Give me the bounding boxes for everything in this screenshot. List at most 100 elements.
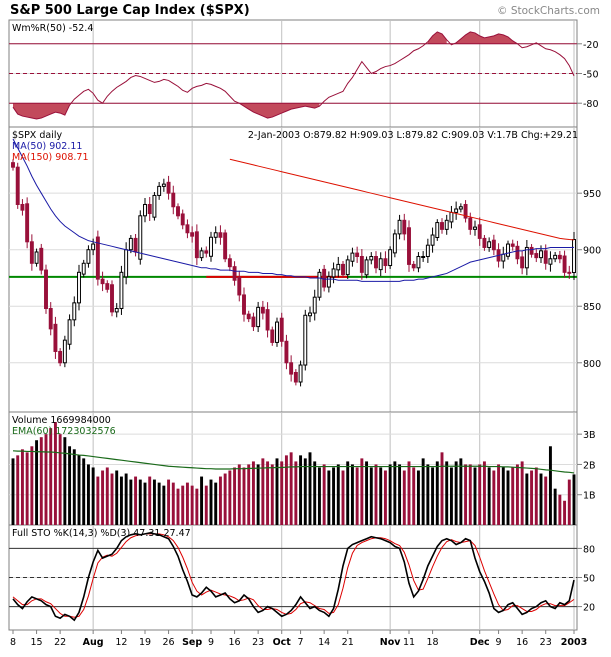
candle (524, 246, 529, 269)
volume-bar (223, 473, 227, 525)
volume-bar (525, 473, 529, 525)
candle (218, 232, 223, 238)
volume-bar (421, 458, 425, 525)
candle (100, 278, 105, 285)
willr-label: Wm%R(50) -52.4 (12, 23, 93, 34)
volume-ema-legend: EMA(60) 1723032576 (12, 426, 116, 437)
willr-tick-label: -80 (583, 99, 599, 110)
candle (326, 276, 331, 288)
candle (227, 258, 232, 268)
volume-bar (266, 461, 270, 525)
volume-bar (143, 482, 147, 525)
volume-bar (393, 461, 397, 525)
volume-bar (534, 467, 538, 525)
volume-bar (388, 464, 392, 525)
candle (86, 249, 91, 264)
candle (128, 237, 133, 251)
candle (204, 250, 209, 254)
volume-bar (511, 467, 515, 525)
volume-bar (82, 458, 86, 525)
volume-bar (506, 470, 510, 525)
candle (374, 255, 378, 269)
candle (473, 226, 477, 230)
volume-bar (218, 476, 222, 525)
candle (383, 258, 388, 267)
volume-bar (299, 455, 303, 525)
volume-bar (115, 470, 119, 525)
volume-bar (445, 461, 449, 525)
volume-bar (501, 467, 505, 525)
volume-bar (11, 458, 15, 525)
candle (246, 313, 251, 320)
volume-bar (558, 494, 562, 525)
candle (378, 258, 383, 271)
sto-series: Full STO %K(14,3) %D(3) 47.31 27.47 (9, 528, 577, 622)
volume-bar (190, 485, 194, 525)
volume-bar (58, 434, 62, 525)
volume-bar (544, 476, 548, 525)
candle (359, 255, 364, 273)
candle (213, 232, 218, 238)
x-tick-label: 18 (427, 637, 439, 648)
candle (454, 208, 459, 213)
candle (510, 243, 515, 247)
volume-bar (407, 461, 411, 525)
volume-bar (63, 437, 67, 525)
volume-bar (72, 449, 76, 525)
candle (95, 236, 100, 280)
volume-bar (369, 467, 373, 525)
volume-bar (77, 455, 81, 525)
volume-bar (129, 479, 133, 525)
sto-tick-label: 20 (583, 603, 595, 614)
candle (515, 245, 520, 260)
volume-bar (152, 479, 156, 525)
volume-bar (365, 461, 369, 525)
candle (298, 364, 303, 383)
volume-bar (341, 470, 345, 525)
sto-tick-label: 50 (583, 574, 595, 585)
x-tick-label: 22 (54, 637, 66, 648)
volume-bar (181, 485, 185, 525)
candle (331, 268, 336, 278)
candle (91, 243, 96, 251)
candle (152, 194, 157, 218)
candle (209, 236, 213, 257)
volume-bar (487, 467, 491, 525)
x-tick-label: Sep (182, 637, 202, 648)
candle (29, 241, 34, 264)
x-tick-label: Dec (470, 637, 490, 648)
volume-bar (214, 482, 218, 525)
candle (232, 266, 237, 281)
candle (449, 211, 454, 223)
volume-bar (572, 474, 576, 525)
candle (11, 162, 15, 168)
volume-bar (478, 464, 482, 525)
candle (185, 224, 190, 234)
candle (364, 259, 369, 276)
candle (308, 312, 312, 317)
candle (312, 296, 317, 314)
candle (25, 203, 30, 243)
x-tick-label: 7 (298, 637, 304, 648)
volume-bar (303, 458, 307, 525)
volume-bar (402, 470, 406, 525)
candle (468, 217, 473, 230)
volume-bar (416, 470, 420, 525)
price-tick-label: 950 (583, 189, 601, 200)
candle (567, 271, 572, 274)
volume-bar (275, 458, 279, 525)
ma150-legend: MA(150) 908.71 (12, 152, 89, 163)
volume-bar (270, 464, 274, 525)
x-tick-label: 12 (115, 637, 127, 648)
x-tick-label: Oct (273, 637, 292, 648)
candle (458, 206, 463, 210)
x-tick-label: 2003 (561, 637, 587, 648)
volume-bar (383, 470, 387, 525)
candle (557, 254, 562, 260)
candle (15, 166, 20, 205)
volume-bar (346, 461, 350, 525)
volume-bar (459, 458, 463, 525)
candle (416, 255, 421, 269)
